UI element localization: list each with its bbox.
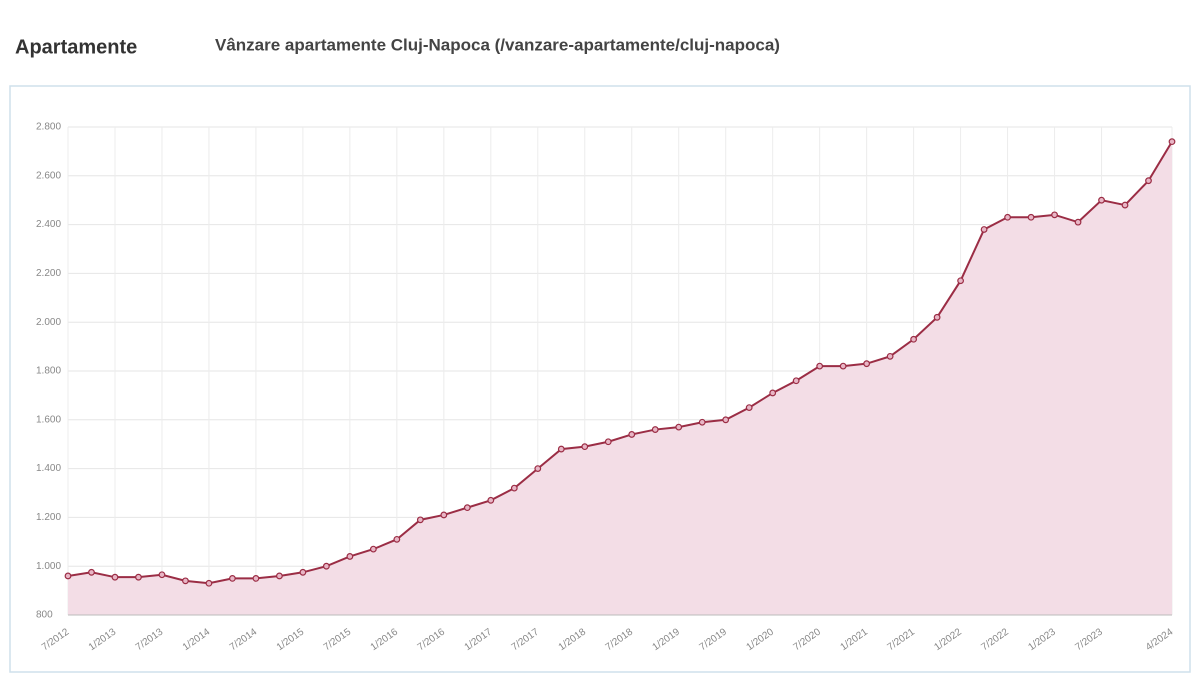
- point: [64, 572, 72, 580]
- y-tick-label: 1.600: [36, 414, 61, 425]
- y-tick-label: 2.200: [36, 268, 61, 279]
- point: [393, 535, 401, 543]
- x-tick-label: 7/2012: [40, 626, 72, 653]
- point: [534, 465, 542, 473]
- point: [1004, 213, 1011, 221]
- x-tick-label: 7/2017: [510, 626, 542, 653]
- point: [299, 568, 307, 576]
- point: [863, 360, 871, 368]
- point: [1168, 138, 1176, 146]
- chart-frame: [9, 85, 1191, 673]
- line: [67, 141, 1173, 585]
- point: [910, 335, 918, 343]
- x-tick-label: 7/2014: [228, 626, 260, 653]
- point: [1145, 177, 1152, 185]
- y-tick-label: 2.600: [36, 170, 61, 181]
- x-tick-label: 4/2024: [1144, 626, 1176, 653]
- point: [581, 443, 589, 451]
- point: [276, 572, 283, 580]
- point: [369, 545, 377, 553]
- point: [229, 575, 236, 582]
- x-tick-label: 7/2023: [1073, 626, 1105, 653]
- point: [1051, 211, 1058, 219]
- point: [111, 573, 119, 581]
- point: [698, 418, 706, 426]
- y-tick-label: 2.400: [36, 219, 61, 230]
- point: [158, 571, 166, 579]
- x-tick-label: 1/2023: [1026, 626, 1058, 653]
- point: [346, 553, 354, 560]
- point: [792, 377, 800, 385]
- x-tick-label: 7/2022: [979, 626, 1011, 653]
- area: [68, 141, 1172, 615]
- chart-title: Apartamente: [15, 36, 137, 58]
- x-tick-label: 1/2015: [275, 626, 307, 653]
- point: [886, 352, 894, 360]
- point: [487, 496, 495, 504]
- point: [1098, 196, 1105, 204]
- point: [557, 445, 565, 453]
- x-tick-label: 1/2018: [557, 626, 589, 653]
- point: [322, 562, 330, 570]
- y-tick-label: 1.000: [36, 561, 61, 572]
- x-tick-label: 7/2016: [416, 626, 448, 653]
- y-tick-label: 1.400: [36, 463, 61, 474]
- x-tick-label: 7/2018: [604, 626, 636, 653]
- y-tick-label: 2.800: [36, 122, 61, 133]
- point: [416, 516, 424, 524]
- y-tick-label: 800: [36, 610, 53, 621]
- point: [1027, 213, 1035, 221]
- point: [933, 313, 941, 321]
- point: [135, 573, 142, 581]
- x-tick-label: 1/2014: [181, 626, 213, 653]
- x-tick-label: 7/2015: [322, 626, 354, 653]
- point: [463, 504, 471, 512]
- point: [88, 568, 95, 576]
- x-tick-label: 7/2019: [698, 626, 730, 653]
- point: [816, 362, 824, 370]
- point: [1074, 218, 1082, 226]
- x-tick-label: 7/2013: [134, 626, 166, 653]
- point: [745, 404, 753, 412]
- point: [628, 431, 636, 438]
- x-tick-label: 1/2020: [745, 626, 777, 653]
- x-tick-label: 7/2021: [885, 626, 917, 653]
- point: [182, 577, 189, 585]
- point: [980, 226, 988, 233]
- chart-subtitle: Vânzare apartamente Cluj-Napoca (/vanzar…: [215, 35, 780, 54]
- point: [651, 426, 659, 433]
- x-tick-label: 1/2019: [651, 626, 683, 653]
- x-tick-label: 1/2022: [932, 626, 964, 653]
- x-tick-label: 1/2016: [369, 626, 401, 653]
- point: [769, 389, 777, 397]
- y-tick-label: 1.200: [36, 512, 61, 523]
- x-tick-label: 1/2013: [87, 626, 119, 653]
- point: [839, 362, 847, 370]
- x-tick-label: 7/2020: [792, 626, 824, 653]
- x-tick-label: 1/2021: [839, 626, 871, 653]
- point: [1121, 201, 1129, 209]
- point: [440, 511, 448, 519]
- point: [957, 277, 964, 285]
- point: [510, 484, 518, 492]
- x-tick-label: 1/2017: [463, 626, 495, 653]
- point: [722, 416, 730, 424]
- y-tick-label: 1.800: [36, 366, 61, 377]
- point: [675, 423, 683, 431]
- point: [604, 438, 612, 446]
- point: [205, 579, 213, 587]
- point: [252, 575, 260, 582]
- y-tick-label: 2.000: [36, 317, 61, 328]
